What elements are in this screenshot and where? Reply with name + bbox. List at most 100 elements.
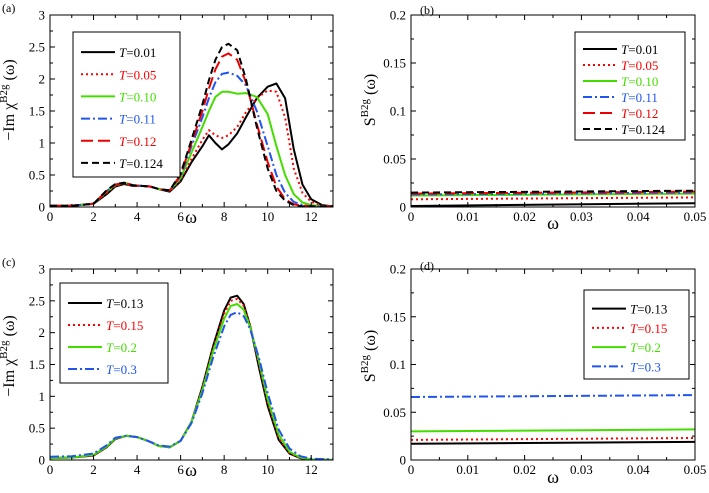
y-tick-label: 0.5 xyxy=(29,421,45,436)
series-line-t-0-13 xyxy=(411,440,695,445)
x-tick-label: 6 xyxy=(177,209,184,224)
legend-label-val: =0.2 xyxy=(113,340,137,355)
legend-label-var: T xyxy=(621,122,629,137)
y-tick-label: 0 xyxy=(39,453,46,468)
legend-label-val: =0.11 xyxy=(628,90,658,105)
legend-label: T=0.01 xyxy=(119,45,156,60)
legend: T=0.01T=0.05T=0.10T=0.11T=0.12T=0.124 xyxy=(72,31,181,178)
legend-label-val: =0.05 xyxy=(628,58,658,73)
legend-label-var: T xyxy=(119,134,127,149)
x-tick-label: 0.02 xyxy=(513,462,536,477)
series-line-t-0-01 xyxy=(50,82,333,207)
y-tick-label: 0.2 xyxy=(390,8,406,23)
y-tick-label: 0.15 xyxy=(383,309,406,324)
series-line-t-0-2 xyxy=(411,428,695,433)
legend-label-val: =0.13 xyxy=(113,296,143,311)
legend-label: T=0.10 xyxy=(119,89,156,104)
legend-label-val: =0.10 xyxy=(126,89,156,104)
y-tick-label: 1.5 xyxy=(29,104,45,119)
y-tick-label: 0 xyxy=(400,200,407,215)
y-axis-label: SB2g (ω) xyxy=(359,74,379,126)
series-line-t-0-05 xyxy=(50,89,333,207)
legend-label-var: T xyxy=(106,362,114,377)
panel-d: 0 0.01 0.02 0.03 0.04 0.05 0 0.05 0.1 0.15 0.2 ω SB2… xyxy=(359,259,706,487)
y-axis-label-sup: B2g xyxy=(359,354,371,373)
series-line-t-0-05 xyxy=(411,196,695,201)
legend-label: T=0.11 xyxy=(119,112,156,127)
legend-label-val: =0.05 xyxy=(126,67,156,82)
x-tick-label: 0 xyxy=(47,462,54,477)
legend-box xyxy=(72,31,181,178)
y-tick-label: 0.15 xyxy=(383,56,406,71)
x-axis-label: ω xyxy=(547,467,559,487)
x-tick-label: 0.02 xyxy=(513,209,536,224)
series-group xyxy=(50,42,333,207)
y-axis-label: −Im χB2g (ω) xyxy=(0,59,18,140)
y-axis-label: −Im χB2g (ω) xyxy=(0,315,18,396)
y-axis-label-main: S xyxy=(362,373,379,382)
x-axis-label: ω xyxy=(185,207,197,227)
legend: T=0.01T=0.05T=0.10T=0.11T=0.12T=0.124 xyxy=(574,31,686,141)
y-axis-label-arg: (ω) xyxy=(1,315,18,340)
legend-label-val: =0.01 xyxy=(628,42,658,57)
x-tick-label: 10 xyxy=(261,209,274,224)
y-axis-label-sup: B2g xyxy=(0,84,10,103)
x-axis-label: ω xyxy=(547,213,559,233)
x-tick-label: 2 xyxy=(90,462,97,477)
series-group xyxy=(411,394,695,445)
panel-label: (d) xyxy=(420,259,434,273)
legend-label: T=0.12 xyxy=(621,106,658,121)
legend-box xyxy=(583,289,690,380)
legend-label-var: T xyxy=(119,67,127,82)
legend-label-val: =0.13 xyxy=(637,302,667,317)
y-tick-label: 2 xyxy=(39,325,46,340)
legend-label-var: T xyxy=(119,89,127,104)
x-tick-label: 4 xyxy=(134,209,141,224)
legend-label-var: T xyxy=(119,156,127,171)
legend-label: T=0.01 xyxy=(621,42,658,57)
panel-b: 0 0.01 0.02 0.03 0.04 0.05 0 0.05 0.1 0.15 0.2 ω SB2… xyxy=(359,3,706,233)
y-tick-label: 0 xyxy=(39,200,46,215)
legend-label-val: =0.124 xyxy=(628,122,665,137)
y-tick-label: 0.1 xyxy=(390,357,406,372)
legend-label-var: T xyxy=(119,112,127,127)
legend-label: T=0.05 xyxy=(119,67,156,82)
series-line-t-0-3 xyxy=(411,394,695,398)
series-line-t-0-124 xyxy=(50,42,333,207)
legend-label-val: =0.12 xyxy=(628,106,658,121)
legend-label-var: T xyxy=(119,45,127,60)
panel-label: (a) xyxy=(2,1,15,15)
x-tick-label: 12 xyxy=(305,462,318,477)
x-tick-label: 0.01 xyxy=(456,209,479,224)
x-tick-label: 0.03 xyxy=(570,462,593,477)
y-tick-label: 2.5 xyxy=(29,293,45,308)
x-tick-label: 0.01 xyxy=(456,462,479,477)
legend: T=0.13T=0.15T=0.2T=0.3 xyxy=(583,289,690,380)
legend-label: T=0.3 xyxy=(630,359,661,374)
x-tick-label: 2 xyxy=(90,209,97,224)
legend-label-val: =0.01 xyxy=(126,45,156,60)
legend-label: T=0.3 xyxy=(106,362,137,377)
x-tick-label: 12 xyxy=(305,209,318,224)
legend-label: T=0.13 xyxy=(630,302,667,317)
series-line-t-0-3 xyxy=(50,311,333,460)
x-tick-label: 6 xyxy=(177,462,184,477)
legend-label-var: T xyxy=(621,58,629,73)
legend-label-var: T xyxy=(621,74,629,89)
legend-label-var: T xyxy=(106,296,114,311)
legend-label: T=0.124 xyxy=(621,122,665,137)
x-tick-label: 0.03 xyxy=(570,209,593,224)
y-axis-label: SB2g (ω) xyxy=(359,330,379,382)
x-tick-label: 0.04 xyxy=(627,209,650,224)
x-tick-label: 0.05 xyxy=(684,209,707,224)
legend-label-val: =0.3 xyxy=(637,359,661,374)
series-line-t-0-11 xyxy=(50,71,333,207)
y-tick-label: 1.5 xyxy=(29,357,45,372)
y-axis-label-sup: B2g xyxy=(359,98,371,117)
legend-label-var: T xyxy=(621,42,629,57)
y-tick-label: 0.1 xyxy=(390,104,406,119)
legend-label: T=0.15 xyxy=(630,321,667,336)
legend-label-var: T xyxy=(630,340,638,355)
